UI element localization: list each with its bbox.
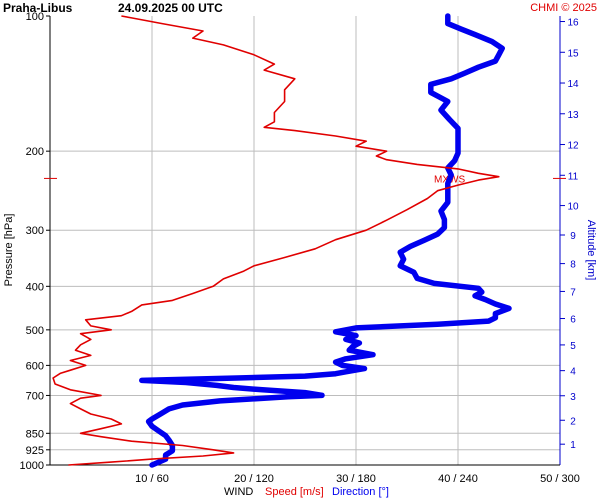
series-speed-line: [52, 15, 500, 466]
alt-label-9: 9: [570, 231, 576, 242]
alt-label-4: 4: [570, 367, 576, 378]
tick-label-p100: 100: [26, 11, 44, 23]
station-title: Praha-Libus: [3, 1, 73, 15]
x-label-speed: Speed [m/s]: [265, 486, 324, 498]
alt-label-5: 5: [570, 341, 576, 352]
tick-label-p1000: 1000: [20, 460, 44, 472]
alt-label-10: 10: [567, 202, 579, 213]
tick-label-p600: 600: [26, 360, 44, 372]
svg-text:WIND Speed [m/s] Direc: WIND Speed [m/s] Direction [°]: [224, 486, 389, 498]
tick-label-x2: 30 / 180: [336, 473, 376, 485]
alt-label-13: 13: [567, 110, 579, 121]
alt-label-7: 7: [570, 287, 576, 298]
wind-tick-labels: 10 / 60 20 / 120 30 / 180 40 / 240 50 / 300: [135, 473, 580, 485]
tick-label-p500: 500: [26, 325, 44, 337]
altitude-axis-label: Altitude [km]: [585, 220, 597, 281]
alt-label-16: 16: [567, 18, 579, 29]
alt-label-12: 12: [567, 141, 579, 152]
credit-label: CHMI © 2025: [530, 2, 597, 14]
wind-gridlines: [151, 16, 561, 465]
tick-label-p850: 850: [26, 428, 44, 440]
alt-label-6: 6: [570, 315, 576, 326]
x-label-direction: Direction [°]: [332, 486, 389, 498]
tick-label-p300: 300: [26, 225, 44, 237]
tick-label-p700: 700: [26, 390, 44, 402]
tick-label-x0: 10 / 60: [135, 473, 169, 485]
alt-label-11: 11: [568, 171, 579, 182]
tick-label-x4: 50 / 300: [540, 473, 580, 485]
x-label-wind: WIND: [224, 486, 253, 498]
alt-label-15: 15: [567, 48, 579, 59]
alt-label-2: 2: [570, 416, 576, 427]
alt-label-14: 14: [567, 79, 579, 90]
tick-label-p400: 400: [26, 281, 44, 293]
y-axis-label: Pressure [hPa]: [3, 214, 15, 287]
alt-label-3: 3: [570, 392, 576, 403]
tick-label-x3: 40 / 240: [438, 473, 478, 485]
alt-label-8: 8: [570, 260, 576, 271]
pressure-tick-labels: 100 200 300 400 500 600 700 850 925 1000: [20, 11, 50, 472]
tick-label-p925: 925: [26, 445, 44, 457]
max-wind-marker: MXWS: [44, 174, 566, 185]
datetime-title: 24.09.2025 00 UTC: [118, 1, 223, 15]
tick-label-p200: 200: [26, 146, 44, 158]
alt-label-1: 1: [570, 440, 576, 451]
tick-label-x1: 20 / 120: [234, 473, 274, 485]
series-direction-line: [139, 13, 512, 468]
